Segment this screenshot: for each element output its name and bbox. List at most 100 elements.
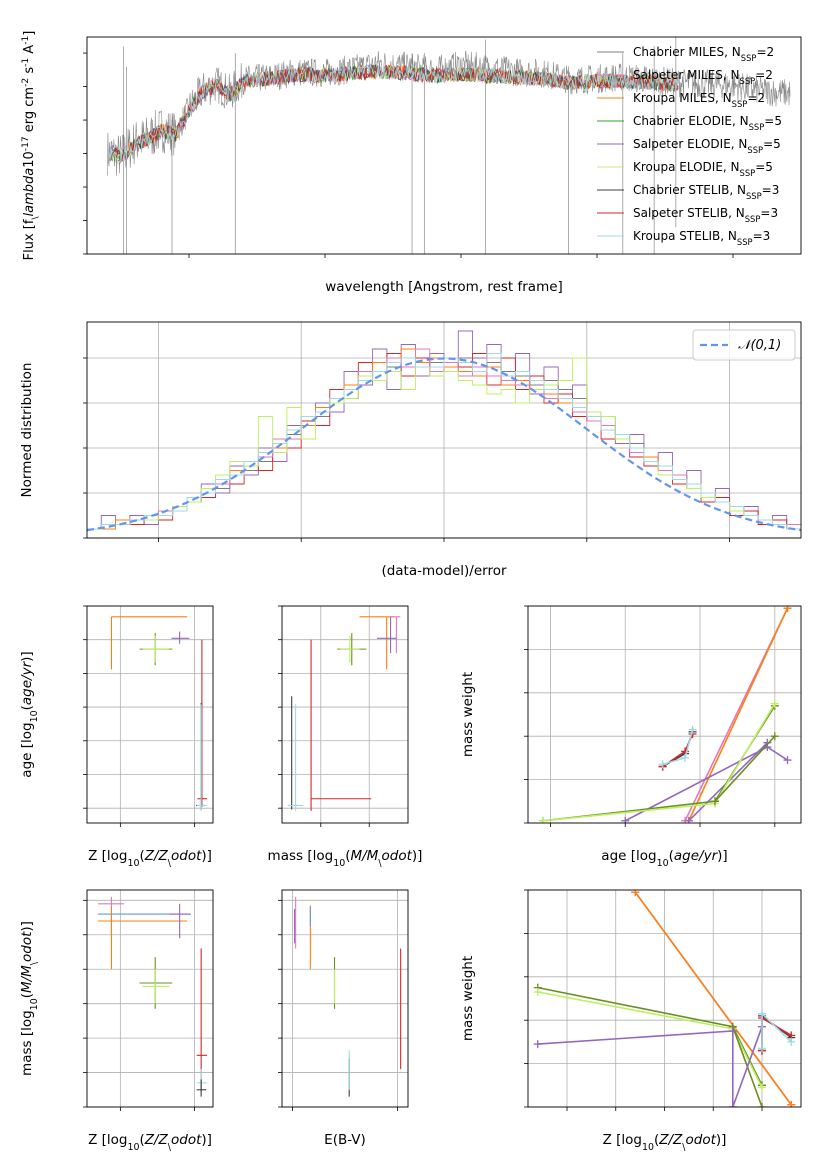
x-axis-label: Z [log10(Z/Z\odot)] <box>603 1132 727 1153</box>
label-fragment: Chabrier STELIB, N <box>633 183 746 197</box>
label-fragment: mass weight <box>460 956 476 1041</box>
label-fragment: ( <box>19 993 35 998</box>
axes-frame <box>86 889 214 1108</box>
label-fragment: \ <box>31 216 41 220</box>
label-fragment: Kroupa MILES, N <box>633 91 732 105</box>
axes-frame <box>86 605 214 824</box>
weight-marker <box>710 797 719 806</box>
legend-box <box>692 329 796 361</box>
axes-frame <box>281 889 409 1108</box>
label-fragment: Z/Z <box>144 848 169 864</box>
label-fragment: SSP <box>740 168 756 178</box>
label-fragment: SSP <box>747 145 763 155</box>
data-point <box>196 704 208 811</box>
label-fragment: mass weight <box>460 672 476 757</box>
label-fragment: 10 <box>657 858 669 869</box>
weight-marker <box>658 760 667 769</box>
label-fragment: 10 <box>29 710 40 722</box>
label-fragment: ( <box>19 705 35 710</box>
label-fragment: 10 <box>127 858 139 869</box>
axes-frame <box>527 605 802 824</box>
legend-label: Salpeter STELIB, NSSP=3 <box>633 206 778 224</box>
data-point <box>340 635 360 663</box>
data-point <box>171 631 190 644</box>
data-point <box>98 907 188 970</box>
data-point <box>169 903 191 939</box>
label-fragment: ( <box>345 848 350 864</box>
x-axis-label: age [log10(age/yr)] <box>601 848 727 869</box>
weight-marker <box>770 699 779 708</box>
label-fragment: M/M <box>350 848 378 864</box>
panel-residuals: (data-model)/error Normed distribution 𝒩(0… <box>19 321 802 579</box>
data-point <box>390 616 401 654</box>
weight-marker <box>688 725 697 734</box>
plot-area <box>87 330 801 532</box>
x-axis-label: E(B-V) <box>324 1132 366 1148</box>
model-spectrum-line <box>109 64 679 162</box>
panel-z-mass: Z [log10(Z/Z\odot)]mass [log10(M/M\odot)… <box>19 889 214 1153</box>
weight-line <box>732 1026 763 1107</box>
label-fragment: ( <box>139 848 144 864</box>
label-fragment: \ <box>168 858 172 869</box>
data-point <box>139 957 173 1009</box>
weight-line <box>714 735 776 802</box>
label-fragment: Salpeter MILES, N <box>633 68 740 82</box>
weight-line <box>688 607 789 822</box>
label-fragment: Kroupa STELIB, N <box>633 229 737 243</box>
label-fragment: \ <box>682 1142 686 1153</box>
weight-marker <box>770 732 779 741</box>
label-fragment: age [log <box>601 848 656 864</box>
legend-label: Chabrier ELODIE, NSSP=5 <box>633 114 782 132</box>
label-fragment: mass [log <box>19 1010 35 1076</box>
label-fragment: (data-model)/error <box>381 563 507 579</box>
weight-marker <box>621 816 630 823</box>
data-point <box>376 616 397 654</box>
y-axis-label: mass weight <box>460 956 476 1041</box>
weight-marker <box>631 890 640 897</box>
label-fragment: 10 <box>333 858 345 869</box>
label-fragment: odot <box>171 848 202 864</box>
model-spectrum-line <box>109 63 679 162</box>
label-fragment: SSP <box>741 53 757 63</box>
axes-frame <box>527 889 802 1108</box>
weight-marker <box>728 1027 737 1036</box>
plot-area <box>287 616 401 811</box>
label-fragment: \ <box>168 1142 172 1153</box>
weight-line <box>537 991 763 1088</box>
label-fragment: M/M <box>19 965 35 993</box>
label-fragment: -2 <box>21 78 31 87</box>
label-fragment: SSP <box>745 214 761 224</box>
label-fragment: )] <box>716 1132 727 1148</box>
label-fragment: Flux [f <box>22 219 37 260</box>
legend-label: 𝒩(0,1) <box>738 338 781 353</box>
weight-marker <box>758 1044 766 1053</box>
plot-area <box>110 616 208 811</box>
legend-label: Kroupa ELODIE, NSSP=5 <box>633 160 773 178</box>
x-axis-label: wavelength [Angstrom, rest frame] <box>325 279 563 295</box>
label-fragment: -1 <box>21 36 31 45</box>
data-point <box>287 704 304 811</box>
label-fragment: =5 <box>764 114 782 128</box>
label-fragment: =3 <box>753 229 771 243</box>
label-fragment: ( <box>139 1132 144 1148</box>
label-fragment: s <box>22 67 37 78</box>
weight-marker <box>787 1100 796 1107</box>
label-fragment: Chabrier ELODIE, N <box>633 114 749 128</box>
weight-marker <box>787 1037 796 1046</box>
label-fragment: 10 <box>642 1142 654 1153</box>
gaussian-curve <box>87 357 801 532</box>
plot-area <box>533 890 796 1107</box>
histogram-step <box>87 353 801 530</box>
label-fragment: SSP <box>732 99 748 109</box>
label-fragment: SSP <box>749 122 765 132</box>
panel-mass-age: mass [log10(M/M\odot)] <box>268 605 423 869</box>
x-axis-label: Z [log10(Z/Z\odot)] <box>88 848 212 869</box>
legend-label: Salpeter ELODIE, NSSP=5 <box>633 137 781 155</box>
label-fragment: lambda <box>22 168 37 217</box>
x-axis-label: mass [log10(M/M\odot)] <box>268 848 423 869</box>
data-point <box>196 948 208 1090</box>
label-fragment: odot <box>382 848 413 864</box>
label-fragment: =5 <box>755 160 773 174</box>
weight-marker <box>728 1103 737 1107</box>
